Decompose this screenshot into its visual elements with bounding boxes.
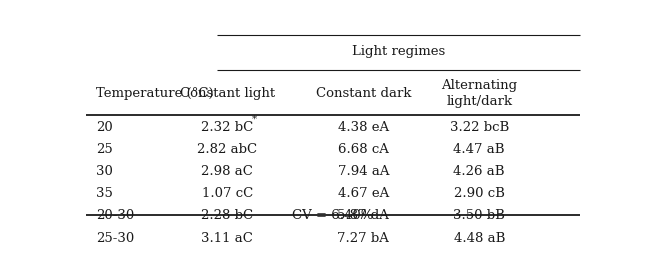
Text: 4.67 eA: 4.67 eA [338, 186, 389, 199]
Text: 20-30: 20-30 [96, 209, 135, 221]
Text: 25: 25 [96, 142, 113, 155]
Text: *: * [252, 114, 257, 123]
Text: Constant light: Constant light [180, 87, 275, 100]
Text: 6.68 cA: 6.68 cA [338, 142, 389, 155]
Text: 2.82 abC: 2.82 abC [198, 142, 257, 155]
Text: CV = 6.40%: CV = 6.40% [292, 208, 374, 221]
Text: 2.32 bC: 2.32 bC [202, 120, 254, 133]
Text: 2.98 aC: 2.98 aC [202, 164, 254, 177]
Text: 1.07 cC: 1.07 cC [202, 186, 253, 199]
Text: 4.38 eA: 4.38 eA [338, 120, 389, 133]
Text: 25-30: 25-30 [96, 231, 135, 244]
Text: 35: 35 [96, 186, 113, 199]
Text: Constant dark: Constant dark [316, 87, 411, 100]
Text: Temperature (°C): Temperature (°C) [96, 87, 214, 100]
Text: 4.47 aB: 4.47 aB [454, 142, 505, 155]
Text: 20: 20 [96, 120, 113, 133]
Text: 5.87 dA: 5.87 dA [337, 209, 389, 221]
Text: 3.11 aC: 3.11 aC [202, 231, 254, 244]
Text: Light regimes: Light regimes [352, 44, 445, 57]
Text: 7.94 aA: 7.94 aA [337, 164, 389, 177]
Text: 2.90 cB: 2.90 cB [454, 186, 504, 199]
Text: 7.27 bA: 7.27 bA [337, 231, 389, 244]
Text: 4.48 aB: 4.48 aB [454, 231, 505, 244]
Text: Alternating
light/dark: Alternating light/dark [441, 79, 517, 107]
Text: 30: 30 [96, 164, 113, 177]
Text: 3.50 bB: 3.50 bB [453, 209, 505, 221]
Text: 4.26 aB: 4.26 aB [454, 164, 505, 177]
Text: 3.22 bcB: 3.22 bcB [450, 120, 509, 133]
Text: 2.28 bC: 2.28 bC [202, 209, 254, 221]
